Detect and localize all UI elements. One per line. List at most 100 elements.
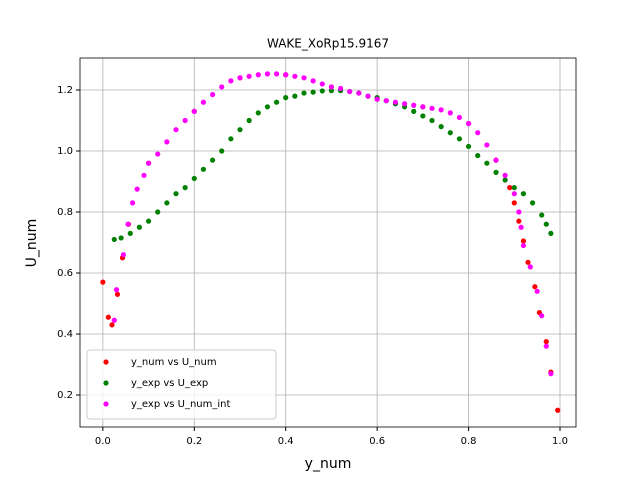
point [374, 96, 380, 102]
point [118, 235, 124, 241]
point [539, 313, 545, 319]
point [520, 238, 527, 244]
point [283, 95, 289, 101]
point [113, 287, 120, 293]
point [502, 172, 508, 179]
point [328, 84, 335, 90]
point [516, 209, 522, 215]
point [264, 71, 271, 77]
point [518, 224, 524, 230]
point [219, 84, 225, 90]
point [401, 101, 408, 107]
point [155, 209, 161, 215]
point [420, 104, 426, 110]
point [134, 186, 140, 192]
point [301, 75, 307, 81]
point [502, 177, 508, 183]
point [283, 72, 289, 78]
x-axis-label: y_num [305, 456, 352, 472]
point [164, 139, 170, 145]
point [228, 78, 234, 84]
point [173, 191, 179, 197]
point [219, 148, 225, 154]
point [191, 108, 197, 114]
point [292, 73, 298, 79]
point [456, 114, 463, 121]
point [209, 91, 216, 98]
point [548, 371, 554, 377]
point [125, 221, 131, 227]
point [465, 120, 472, 127]
y-tick-label: 0.6 [57, 268, 73, 279]
point [237, 75, 243, 81]
y-tick-label: 0.4 [57, 329, 73, 340]
point [111, 236, 117, 243]
x-tick-label: 0.4 [278, 436, 294, 447]
point [319, 81, 325, 87]
point [447, 110, 453, 116]
point [493, 169, 499, 175]
point [438, 124, 444, 130]
y-tick-label: 1.0 [57, 146, 73, 157]
x-tick-label: 0.6 [369, 436, 385, 447]
point [543, 339, 549, 345]
point [529, 200, 536, 206]
point [155, 151, 161, 157]
point [209, 157, 216, 163]
x-tick-label: 0.2 [186, 436, 202, 447]
point [191, 175, 197, 182]
point [141, 172, 147, 179]
point [182, 117, 188, 124]
legend-label: y_num vs U_num [131, 357, 217, 368]
point [301, 90, 307, 96]
point [532, 284, 538, 290]
x-tick-label: 0.0 [95, 436, 111, 447]
point [475, 130, 481, 136]
point [511, 185, 517, 191]
point [246, 117, 252, 124]
point [520, 191, 527, 197]
point [246, 73, 252, 79]
point [555, 407, 561, 413]
point [129, 200, 136, 206]
point [438, 107, 444, 113]
point [328, 88, 335, 94]
legend-marker [103, 380, 109, 386]
point [365, 93, 371, 99]
point [520, 242, 527, 249]
point [292, 93, 298, 99]
point [273, 99, 280, 105]
x-tick-label: 1.0 [552, 436, 568, 447]
point [310, 78, 316, 84]
point [200, 99, 207, 105]
point [164, 200, 170, 206]
point [111, 317, 117, 323]
point [383, 98, 389, 104]
point [347, 88, 353, 95]
point [356, 90, 362, 96]
chart-title: WAKE_XoRp15.9167 [267, 37, 389, 51]
point [543, 221, 549, 227]
point [255, 72, 261, 78]
point [173, 127, 179, 133]
point [114, 291, 121, 297]
point [100, 279, 106, 285]
plot-frame [79, 57, 577, 428]
point [507, 185, 513, 191]
point [548, 230, 554, 236]
point [392, 99, 399, 105]
point [525, 259, 531, 265]
point [145, 160, 152, 166]
legend-label: y_exp vs U_exp [131, 378, 208, 389]
point [516, 218, 522, 224]
point [447, 130, 453, 136]
point [237, 127, 243, 133]
point [475, 152, 481, 159]
legend-box [86, 349, 277, 420]
legend-marker [103, 359, 109, 365]
point [411, 108, 417, 114]
point [534, 288, 540, 294]
legend-marker [103, 401, 109, 407]
